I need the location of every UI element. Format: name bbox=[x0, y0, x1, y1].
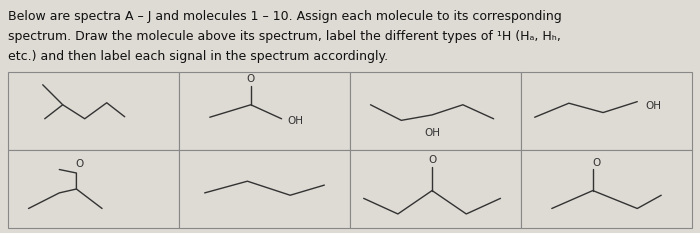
Text: O: O bbox=[593, 158, 601, 168]
Bar bbox=[350, 150, 521, 228]
Bar bbox=[179, 72, 350, 150]
Text: spectrum. Draw the molecule above its spectrum, label the different types of ¹H : spectrum. Draw the molecule above its sp… bbox=[8, 30, 561, 43]
Bar bbox=[8, 150, 179, 228]
Bar bbox=[179, 150, 350, 228]
Text: OH: OH bbox=[424, 128, 440, 138]
Bar bbox=[8, 72, 179, 150]
Text: OH: OH bbox=[288, 116, 304, 126]
Bar bbox=[521, 150, 692, 228]
Text: OH: OH bbox=[645, 101, 661, 111]
Text: O: O bbox=[246, 74, 255, 84]
Bar bbox=[521, 72, 692, 150]
Text: Below are spectra A – J and molecules 1 – 10. Assign each molecule to its corres: Below are spectra A – J and molecules 1 … bbox=[8, 10, 561, 23]
Text: etc.) and then label each signal in the spectrum accordingly.: etc.) and then label each signal in the … bbox=[8, 50, 388, 63]
Text: O: O bbox=[428, 155, 436, 165]
Text: O: O bbox=[76, 159, 84, 169]
Bar bbox=[350, 72, 521, 150]
